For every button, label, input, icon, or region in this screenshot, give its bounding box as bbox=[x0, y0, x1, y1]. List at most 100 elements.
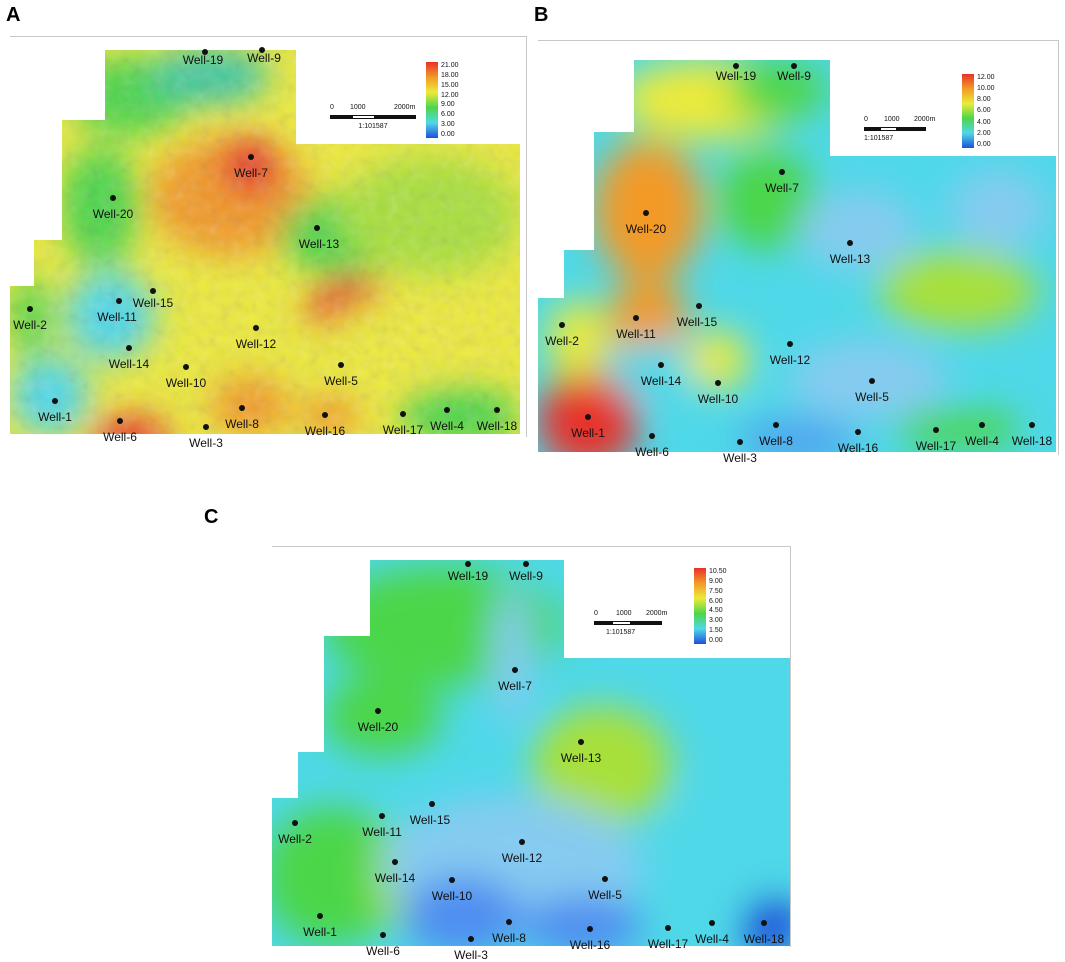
well-label: Well-20 bbox=[357, 720, 399, 734]
well-dot-icon bbox=[665, 925, 671, 931]
well-dot-icon bbox=[248, 154, 254, 160]
well-marker: Well-15 bbox=[410, 801, 450, 827]
legend-tick: 18.00 bbox=[441, 71, 459, 79]
well-label: Well-9 bbox=[509, 569, 543, 583]
well-label: Well-4 bbox=[695, 932, 729, 946]
well-marker: Well-2 bbox=[278, 820, 312, 846]
well-dot-icon bbox=[933, 427, 939, 433]
well-dot-icon bbox=[444, 407, 450, 413]
panel-a-scalebar: 0 1000 2000m 1:101587 bbox=[330, 104, 416, 130]
well-label: Well-17 bbox=[647, 937, 689, 951]
well-marker: Well-18 bbox=[744, 920, 784, 946]
legend-tick: 4.00 bbox=[977, 118, 991, 126]
legend-tick: 9.00 bbox=[441, 101, 455, 109]
well-marker: Well-8 bbox=[492, 919, 526, 945]
well-label: Well-5 bbox=[324, 374, 358, 388]
well-dot-icon bbox=[117, 418, 123, 424]
well-marker: Well-14 bbox=[641, 362, 681, 388]
well-dot-icon bbox=[696, 303, 702, 309]
scale-label: 0 bbox=[864, 116, 868, 123]
legend-tick: 21.00 bbox=[441, 62, 459, 69]
well-marker: Well-2 bbox=[13, 306, 47, 332]
well-dot-icon bbox=[338, 362, 344, 368]
legend-tick: 1.50 bbox=[709, 627, 723, 635]
legend-tick: 10.50 bbox=[709, 568, 727, 575]
well-marker: Well-19 bbox=[183, 49, 223, 67]
legend-tick: 12.00 bbox=[977, 74, 995, 81]
well-marker: Well-5 bbox=[324, 362, 358, 388]
well-label: Well-7 bbox=[765, 181, 799, 195]
well-label: Well-12 bbox=[235, 337, 277, 351]
scale-label: 2000m bbox=[914, 116, 936, 123]
well-label: Well-4 bbox=[965, 434, 999, 448]
well-marker: Well-14 bbox=[109, 345, 149, 371]
well-label: Well-5 bbox=[855, 390, 889, 404]
well-marker: Well-16 bbox=[305, 412, 345, 438]
well-marker: Well-6 bbox=[366, 932, 400, 958]
well-dot-icon bbox=[779, 169, 785, 175]
well-label: Well-16 bbox=[569, 938, 611, 952]
well-marker: Well-12 bbox=[770, 341, 810, 367]
well-dot-icon bbox=[519, 839, 525, 845]
panel-b-frame bbox=[538, 40, 1059, 455]
well-dot-icon bbox=[392, 859, 398, 865]
well-label: Well-2 bbox=[13, 318, 47, 332]
well-label: Well-1 bbox=[303, 925, 337, 939]
panel-c-letter: C bbox=[204, 506, 219, 528]
well-label: Well-18 bbox=[743, 932, 785, 946]
well-dot-icon bbox=[737, 439, 743, 445]
well-marker: Well-11 bbox=[97, 298, 137, 324]
well-label: Well-6 bbox=[103, 430, 137, 444]
well-label: Well-17 bbox=[382, 423, 424, 437]
legend-tick: 10.00 bbox=[977, 85, 995, 93]
well-label: Well-17 bbox=[915, 439, 957, 453]
panel-a-color-ramp bbox=[426, 62, 438, 138]
panel-b-map: 12.00 10.00 8.00 6.00 4.00 2.00 0.00 0 1… bbox=[538, 40, 1060, 465]
well-marker: Well-18 bbox=[477, 407, 517, 433]
well-label: Well-9 bbox=[247, 51, 281, 65]
well-dot-icon bbox=[253, 325, 259, 331]
panel-a-legend: 21.00 18.00 15.00 12.00 9.00 6.00 3.00 0… bbox=[426, 62, 459, 138]
well-marker: Well-7 bbox=[765, 169, 799, 195]
panel-b-color-ramp bbox=[962, 74, 974, 148]
well-label: Well-15 bbox=[409, 813, 451, 827]
well-dot-icon bbox=[512, 667, 518, 673]
well-dot-icon bbox=[709, 920, 715, 926]
well-dot-icon bbox=[733, 63, 739, 69]
well-dot-icon bbox=[465, 561, 471, 567]
legend-tick: 6.00 bbox=[441, 111, 455, 119]
legend-tick: 0.00 bbox=[709, 636, 723, 644]
well-label: Well-18 bbox=[1011, 434, 1053, 448]
legend-tick: 12.00 bbox=[441, 91, 459, 99]
well-marker: Well-17 bbox=[648, 925, 688, 951]
well-label: Well-7 bbox=[498, 679, 532, 693]
well-label: Well-14 bbox=[640, 374, 682, 388]
well-dot-icon bbox=[468, 936, 474, 942]
well-marker: Well-15 bbox=[133, 288, 173, 310]
well-dot-icon bbox=[52, 398, 58, 404]
well-marker: Well-20 bbox=[358, 708, 398, 734]
well-marker: Well-1 bbox=[571, 414, 605, 440]
well-dot-icon bbox=[506, 919, 512, 925]
well-dot-icon bbox=[855, 429, 861, 435]
well-marker: Well-4 bbox=[695, 920, 729, 946]
well-dot-icon bbox=[292, 820, 298, 826]
well-label: Well-2 bbox=[545, 334, 579, 348]
well-label: Well-7 bbox=[234, 166, 268, 180]
well-label: Well-9 bbox=[777, 69, 811, 83]
well-marker: Well-17 bbox=[916, 427, 956, 453]
well-label: Well-20 bbox=[92, 207, 134, 221]
well-dot-icon bbox=[183, 364, 189, 370]
well-marker: Well-1 bbox=[303, 913, 337, 939]
well-dot-icon bbox=[317, 913, 323, 919]
well-label: Well-5 bbox=[588, 888, 622, 902]
well-marker: Well-3 bbox=[723, 439, 757, 465]
well-label: Well-19 bbox=[182, 53, 224, 67]
legend-tick: 3.00 bbox=[441, 121, 455, 129]
well-marker: Well-5 bbox=[588, 876, 622, 902]
well-dot-icon bbox=[259, 47, 265, 53]
well-marker: Well-7 bbox=[234, 154, 268, 180]
well-label: Well-6 bbox=[635, 445, 669, 459]
panel-b-heatmap bbox=[538, 60, 1056, 452]
well-dot-icon bbox=[400, 411, 406, 417]
